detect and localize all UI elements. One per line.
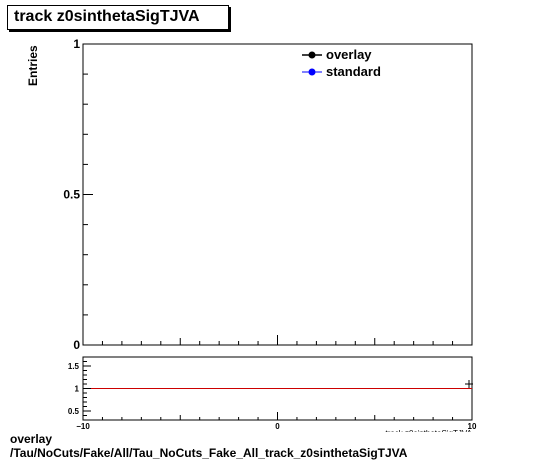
x-axis-label-mask [300, 432, 480, 462]
legend-overlay-label: overlay [326, 47, 372, 62]
main-y-tick-label: 1 [73, 37, 80, 51]
title-box: track z0sinthetaSigTJVA [7, 5, 229, 30]
ratio-y-tick-label: 1.5 [68, 362, 80, 371]
main-plot-frame [82, 43, 473, 346]
ratio-x-tick-label: 0 [275, 422, 280, 431]
main-x-ticks [82, 335, 473, 345]
legend-standard-label: standard [326, 64, 381, 79]
ratio-y-tick-label: 0.5 [68, 407, 80, 416]
ratio-y-ticks: 0.5 1 1.5 [68, 361, 91, 416]
legend: overlay standard [302, 47, 381, 79]
chart-title: track z0sinthetaSigTJVA [14, 8, 200, 25]
main-y-ticks: 00.51 [63, 37, 93, 352]
ratio-points [465, 380, 473, 388]
footer-path: /Tau/NoCuts/Fake/All/Tau_NoCuts_Fake_All… [10, 446, 408, 460]
footer-line1: overlay [10, 432, 53, 446]
ratio-x-tick-label: −10 [76, 422, 90, 431]
ratio-y-tick-label: 1 [75, 385, 80, 394]
main-y-tick-label: 0.5 [63, 188, 80, 202]
ratio-x-tick-label: 10 [468, 422, 477, 431]
ratio-x-ticks: −10 0 10 [76, 412, 477, 431]
legend-standard-marker [308, 68, 316, 76]
ratio-point [465, 380, 473, 388]
y-axis-label: Entries [26, 45, 40, 86]
legend-overlay-marker [308, 51, 316, 59]
main-y-tick-label: 0 [73, 338, 80, 352]
